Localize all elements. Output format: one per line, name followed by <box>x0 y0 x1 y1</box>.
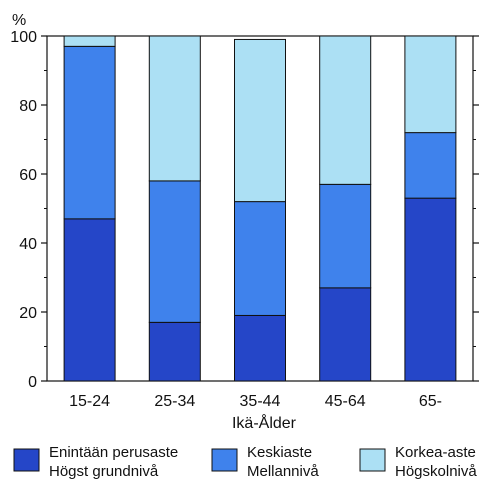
bar-segment-35-44-series-2 <box>234 201 286 316</box>
y-tick-label: 0 <box>28 374 37 391</box>
y-tick-label: 60 <box>19 167 37 184</box>
x-tick-label: 65- <box>419 393 442 410</box>
bar-segment-15-24-series-2 <box>63 45 116 220</box>
bar-segment-35-44-series-1 <box>234 314 286 382</box>
legend-label: Mellannivå <box>247 463 319 480</box>
bar-segment-15-24-series-1 <box>63 218 116 382</box>
legend-label: Högst grundnivå <box>49 463 159 480</box>
bar-segment-25-34-series-2 <box>148 180 201 323</box>
legend-label: Högskolnivå <box>395 463 477 480</box>
bar-segment-45-64-series-3 <box>319 35 372 185</box>
bar-segment-35-44-series-3 <box>234 38 286 203</box>
bar-segment-45-64-series-2 <box>319 183 372 289</box>
y-tick-label: 100 <box>10 29 37 46</box>
legend-swatch-series-2 <box>211 448 238 472</box>
bar-segment-65--series-2 <box>404 132 457 199</box>
legend-label: Korkea-aste <box>395 444 476 461</box>
bar-segment-65--series-1 <box>404 197 457 382</box>
x-axis: 15-24 25-34 35-44 45-64 65- <box>69 393 442 410</box>
x-tick-label: 25-34 <box>154 393 195 410</box>
y-tick-label: 20 <box>19 305 37 322</box>
x-tick-label: 15-24 <box>69 393 110 410</box>
x-tick-label: 35-44 <box>240 393 281 410</box>
bar-segment-65--series-3 <box>404 35 457 134</box>
y-tick-label: 40 <box>19 236 37 253</box>
y-axis-label: % <box>12 12 26 29</box>
bar-segment-45-64-series-1 <box>319 287 372 382</box>
y-tick-label: 80 <box>19 98 37 115</box>
legend-swatch-series-3 <box>359 448 386 472</box>
x-axis-label: Ikä-Ålder <box>232 413 297 432</box>
bar-segment-25-34-series-1 <box>148 321 201 382</box>
y-axis: 0 20 40 60 80 100 <box>10 29 479 391</box>
legend-label: Keskiaste <box>247 444 312 461</box>
legend-label: Enintään perusaste <box>49 444 178 461</box>
plot-area <box>46 35 474 382</box>
legend: Enintään perusaste Högst grundnivå Keskias… <box>13 444 477 480</box>
legend-swatch-series-1 <box>13 448 40 472</box>
bar-segment-15-24-series-3 <box>63 35 116 47</box>
x-tick-label: 45-64 <box>325 393 366 410</box>
bar-segment-25-34-series-3 <box>148 35 201 182</box>
